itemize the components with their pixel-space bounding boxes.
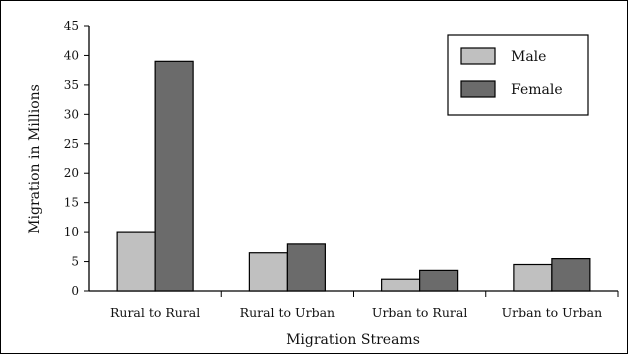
x-tick-label: Rural to Urban [240,305,335,320]
legend: Male Female [447,34,589,116]
bar-male-2 [248,252,288,292]
y-tick-label: 30 [64,107,79,121]
bar-female-4 [551,258,591,292]
bar-female-1 [154,60,194,292]
y-tick-label: 10 [64,225,79,239]
legend-box [447,34,589,116]
y-tick-label: 40 [64,48,79,62]
y-tick-label: 35 [64,78,79,92]
x-tick-label: Urban to Urban [502,305,603,320]
x-tick-label: Urban to Rural [372,305,467,320]
y-axis-title: Migration in Millions [27,84,43,234]
y-tick-label: 15 [64,196,79,210]
y-tick-label: 0 [71,284,79,298]
legend-swatch-male [460,47,496,65]
y-tick-label: 25 [64,137,79,151]
bar-male-4 [513,263,553,292]
x-axis-labels: Rural to Rural Rural to Urban Urban to Rur… [110,291,619,320]
bar-female-3 [419,269,459,292]
bar-female-2 [286,243,326,292]
y-tick-label: 5 [71,255,79,269]
y-tick-label: 20 [64,166,79,180]
legend-label-male: Male [511,49,546,65]
x-tick-label: Rural to Rural [110,305,200,320]
x-axis-title: Migration Streams [286,332,420,348]
legend-label-female: Female [511,82,563,98]
bar-male-1 [116,231,156,292]
bars [116,60,591,292]
y-tick-label: 45 [64,19,79,33]
y-axis-ticks: 0 5 10 15 20 25 30 35 40 45 [64,19,89,298]
bar-male-3 [381,278,421,292]
legend-swatch-female [460,80,496,98]
